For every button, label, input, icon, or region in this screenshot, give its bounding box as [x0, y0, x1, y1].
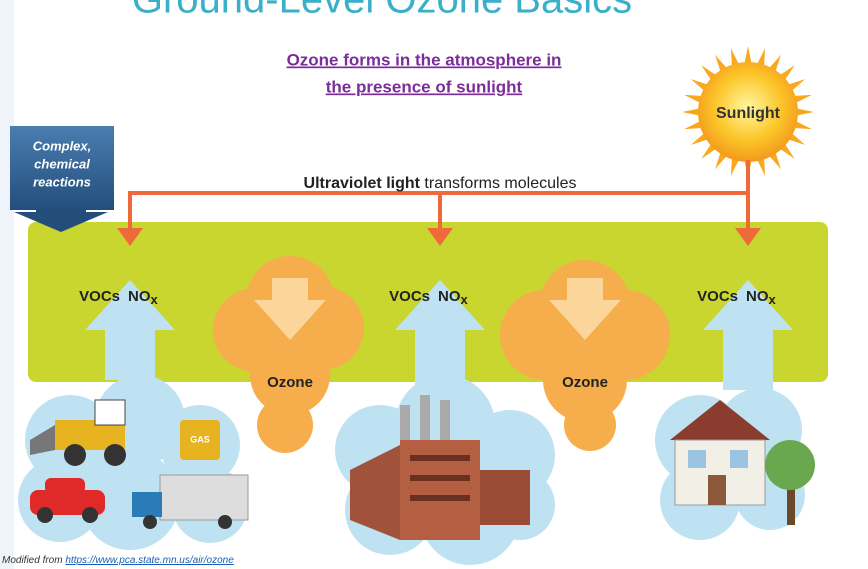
voc-label: VOCs — [79, 288, 120, 305]
source-prefix: Modified from — [2, 555, 66, 566]
nox-base: NO — [438, 288, 461, 305]
house — [670, 400, 815, 525]
factory — [350, 395, 530, 540]
ozone-label: Ozone — [267, 374, 313, 391]
sun-ray — [682, 107, 703, 117]
callout-text: chemical — [34, 156, 90, 171]
nox-sub: x — [769, 292, 777, 307]
sun-ray — [793, 107, 814, 117]
slide-title: Ground-Level Ozone Basics — [132, 0, 632, 22]
sun-ray — [743, 46, 753, 67]
callout-text: reactions — [33, 174, 91, 189]
voc-label: VOCs — [697, 288, 738, 305]
uv-rest: transforms molecules — [420, 175, 577, 192]
source-cloud — [18, 280, 248, 550]
sun-label: Sunlight — [716, 105, 781, 122]
vehicles — [30, 399, 249, 529]
voc-label: VOCs — [389, 288, 430, 305]
source-link[interactable]: https://www.pca.state.mn.us/air/ozone — [65, 555, 234, 566]
subtitle: Ozone forms in the atmosphere in — [287, 50, 562, 69]
ozone-arrows — [254, 278, 621, 340]
uv-bold: Ultraviolet light — [304, 175, 421, 192]
ozone-label: Ozone — [562, 374, 608, 391]
nox-base: NO — [746, 288, 769, 305]
gas-label: GAS — [190, 434, 210, 444]
nox-label: NOx — [128, 288, 159, 307]
side-strip — [0, 0, 14, 569]
callout-text: Complex, — [33, 138, 92, 153]
nox-sub: x — [151, 292, 159, 307]
subtitle: the presence of sunlight — [326, 77, 523, 96]
nox-base: NO — [128, 288, 151, 305]
nox-label: NOx — [438, 288, 469, 307]
callout — [10, 126, 114, 232]
uv-arrowheads — [117, 228, 761, 246]
source-line: Modified from https://www.pca.state.mn.u… — [2, 555, 234, 566]
nox-sub: x — [461, 292, 469, 307]
uv-caption: Ultraviolet light transforms molecules — [304, 175, 577, 192]
sun-disc — [698, 62, 798, 162]
nox-label: NOx — [746, 288, 777, 307]
